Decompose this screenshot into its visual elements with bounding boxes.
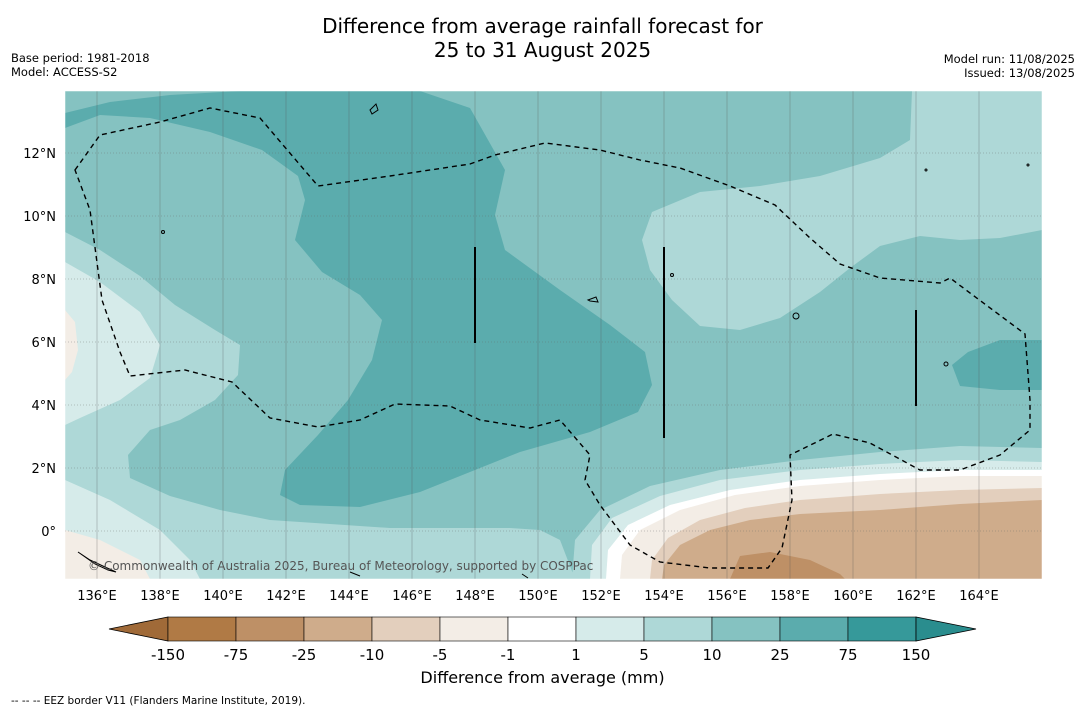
- model-run: Model run: 11/08/2025: [943, 52, 1075, 66]
- colorbar-segment: [167, 616, 237, 642]
- colorbar-segment: [303, 616, 373, 642]
- colorbar-tick-label: -25: [292, 646, 317, 664]
- colorbar-tick-label: -150: [151, 646, 185, 664]
- lon-tick-label: 138°E: [140, 589, 180, 604]
- colorbar-tick-label: -75: [224, 646, 249, 664]
- copyright-text: © Commonwealth of Australia 2025, Bureau…: [88, 559, 593, 573]
- lon-tick-label: 160°E: [833, 589, 873, 604]
- colorbar-segment: [847, 616, 917, 642]
- lon-tick-label: 152°E: [581, 589, 621, 604]
- colorbar-low-extension: [108, 616, 169, 642]
- lon-tick-label: 156°E: [707, 589, 747, 604]
- map-plot-area: [65, 91, 1042, 579]
- lon-tick-label: 146°E: [392, 589, 432, 604]
- band-1-5-west-upper: [65, 262, 160, 425]
- title-line-1: Difference from average rainfall forecas…: [322, 14, 763, 38]
- colorbar-tick-label: 25: [770, 646, 789, 664]
- colorbar-segment: [643, 616, 713, 642]
- lon-tick-label: 136°E: [77, 589, 117, 604]
- colorbar-segment: [371, 616, 441, 642]
- colorbar-tick-label: -10: [360, 646, 385, 664]
- band-minus5-southwest: [65, 530, 150, 579]
- colorbar-high-extension: [915, 616, 977, 642]
- small-islands: [77, 103, 1030, 579]
- band-25-75-central: [65, 91, 652, 507]
- lat-tick-label: 4°N: [32, 399, 57, 414]
- colorbar: -150 -75 -25 -10 -5 -1 1 5 10 25 75 150: [108, 616, 977, 664]
- colorbar-tick-label: -5: [433, 646, 448, 664]
- model-name: Model: ACCESS-S2: [11, 65, 118, 79]
- colorbar-segment: [575, 616, 645, 642]
- title-line-2: 25 to 31 August 2025: [433, 38, 652, 62]
- colorbar-tick-label: 75: [838, 646, 857, 664]
- lat-gridlines: [65, 152, 1042, 532]
- base-period: Base period: 1981-2018: [11, 51, 150, 65]
- map-title: Difference from average rainfall forecas…: [0, 14, 1085, 62]
- band-5-10-east: [642, 91, 1042, 330]
- colorbar-tick-label: 150: [902, 646, 931, 664]
- colorbar-segment: [779, 616, 849, 642]
- lat-tick-label: 0°: [41, 525, 56, 540]
- lat-tick-label: 8°N: [32, 273, 57, 288]
- lon-tick-label: 158°E: [770, 589, 810, 604]
- lon-tick-label: 154°E: [644, 589, 684, 604]
- lat-axis-labels: 12°N 10°N 8°N 6°N 4°N 2°N 0°: [23, 147, 56, 540]
- lon-axis-labels: 136°E 138°E 140°E 142°E 144°E 146°E 148°E 150°E…: [77, 589, 999, 604]
- band-minus75-minus25: [730, 552, 845, 579]
- colorbar-segment: [439, 616, 509, 642]
- colorbar-tick-label: 5: [639, 646, 649, 664]
- band-minus5-west: [65, 310, 78, 380]
- lat-tick-label: 12°N: [23, 147, 56, 162]
- meta-right: Model run: 11/08/2025 Issued: 13/08/2025: [944, 52, 1075, 80]
- lon-tick-label: 144°E: [329, 589, 369, 604]
- colorbar-segment: [235, 616, 305, 642]
- colorbar-tick-label: 1: [571, 646, 581, 664]
- colorbar-tick-label: 10: [702, 646, 721, 664]
- band-25-75-east: [952, 340, 1042, 390]
- lat-tick-label: 6°N: [32, 336, 57, 351]
- lon-tick-label: 150°E: [518, 589, 558, 604]
- lon-tick-label: 142°E: [266, 589, 306, 604]
- lon-tick-label: 164°E: [959, 589, 999, 604]
- meta-left: Base period: 1981-2018 Model: ACCESS-S2: [11, 51, 150, 79]
- colorbar-segment: [507, 616, 577, 642]
- band-5-10-west: [65, 232, 575, 579]
- map-frame: [64, 90, 1043, 580]
- eez-footnote: -- -- -- EEZ border V11 (Flanders Marine…: [11, 695, 306, 707]
- island-markers: [474, 247, 917, 438]
- colorbar-label: Difference from average (mm): [420, 668, 665, 687]
- lat-tick-label: 2°N: [32, 462, 57, 477]
- lon-tick-label: 162°E: [896, 589, 936, 604]
- colorbar-segment: [711, 616, 781, 642]
- lat-tick-label: 10°N: [23, 210, 56, 225]
- lon-tick-label: 140°E: [203, 589, 243, 604]
- colorbar-tick-label: -1: [501, 646, 516, 664]
- issued-date: Issued: 13/08/2025: [964, 66, 1075, 80]
- lon-tick-label: 148°E: [455, 589, 495, 604]
